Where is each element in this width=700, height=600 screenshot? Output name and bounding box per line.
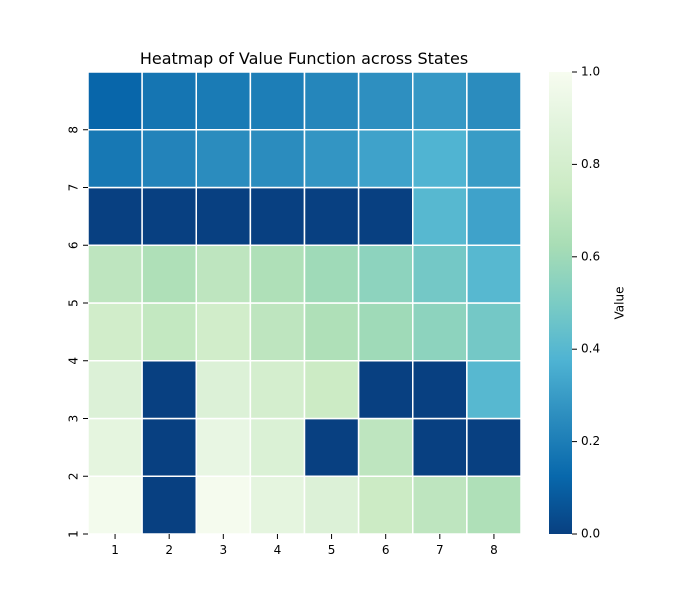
colorbar-tick-label: 0.4 <box>581 342 600 356</box>
heatmap-cell <box>141 71 197 131</box>
heatmap-cell <box>249 302 306 362</box>
y-tick-label: 5 <box>67 299 81 307</box>
heatmap-cell <box>141 475 197 535</box>
y-tick-label: 4 <box>67 357 81 365</box>
heatmap-cell <box>466 71 522 131</box>
heatmap-cell <box>357 417 414 477</box>
heatmap-cell <box>303 244 360 304</box>
heatmap-cell <box>87 475 143 535</box>
heatmap-cell <box>87 71 143 131</box>
heatmap-cell <box>195 417 252 477</box>
heatmap-cell <box>87 129 143 189</box>
heatmap-cell <box>195 360 252 420</box>
y-tick-label: 7 <box>67 184 81 192</box>
y-axis: 1 2 3 4 5 6 7 8 <box>67 126 88 538</box>
heatmap-cell <box>87 244 143 304</box>
heatmap-cell <box>357 475 414 535</box>
heatmap-cell <box>303 71 360 131</box>
x-axis: 1 2 3 4 5 6 7 8 <box>111 534 498 557</box>
colorbar-label: Value <box>613 287 627 320</box>
heatmap-cell <box>87 360 143 420</box>
x-tick-label: 2 <box>165 543 173 557</box>
heatmap-cell <box>195 186 252 246</box>
heatmap-cell <box>303 475 360 535</box>
y-tick-label: 3 <box>67 415 81 423</box>
colorbar-tick-label: 0.8 <box>581 157 600 171</box>
colorbar-tick-label: 1.0 <box>581 65 600 79</box>
heatmap-cell <box>466 360 522 420</box>
heatmap-cell <box>303 302 360 362</box>
heatmap-cell <box>412 475 468 535</box>
heatmap-cell <box>357 244 414 304</box>
heatmap-cell <box>412 129 468 189</box>
heatmap-cell <box>87 302 143 362</box>
heatmap-cell <box>466 244 522 304</box>
colorbar-gradient <box>549 72 572 534</box>
colorbar-tick-label: 0.2 <box>581 434 600 448</box>
colorbar: 0.0 0.2 0.4 0.6 0.8 1.0 Value <box>549 65 627 541</box>
x-tick-label: 8 <box>490 543 498 557</box>
heatmap-cell <box>141 360 197 420</box>
heatmap-cell <box>466 302 522 362</box>
x-tick-label: 1 <box>111 543 119 557</box>
heatmap-cell <box>195 129 252 189</box>
heatmap-cell <box>195 475 252 535</box>
heatmap-cell <box>87 186 143 246</box>
heatmap-cell <box>141 417 197 477</box>
heatmap-cell <box>249 417 306 477</box>
y-tick-label: 2 <box>67 472 81 480</box>
heatmap-cell <box>303 129 360 189</box>
heatmap-cell <box>412 417 468 477</box>
heatmap-cell <box>357 71 414 131</box>
heatmap-cell <box>357 302 414 362</box>
colorbar-tick-label: 0.6 <box>581 249 600 263</box>
heatmap-cell <box>249 244 306 304</box>
y-tick-label: 8 <box>67 126 81 134</box>
heatmap-cells <box>87 71 522 535</box>
x-tick-label: 6 <box>382 543 390 557</box>
heatmap-cell <box>303 360 360 420</box>
heatmap-cell <box>195 244 252 304</box>
heatmap-cell <box>195 71 252 131</box>
x-tick-label: 5 <box>328 543 336 557</box>
heatmap-cell <box>357 360 414 420</box>
heatmap-cell <box>357 129 414 189</box>
heatmap-cell <box>412 244 468 304</box>
x-tick-label: 4 <box>274 543 282 557</box>
heatmap-cell <box>303 417 360 477</box>
heatmap-cell <box>412 71 468 131</box>
heatmap-cell <box>249 360 306 420</box>
heatmap-cell <box>141 186 197 246</box>
heatmap-cell <box>466 475 522 535</box>
y-tick-label: 1 <box>67 530 81 538</box>
heatmap-cell <box>303 186 360 246</box>
heatmap-cell <box>466 129 522 189</box>
heatmap-cell <box>249 129 306 189</box>
heatmap-cell <box>249 186 306 246</box>
y-tick-label: 6 <box>67 241 81 249</box>
heatmap-cell <box>249 71 306 131</box>
heatmap-cell <box>412 186 468 246</box>
chart-title: Heatmap of Value Function across States <box>140 49 468 68</box>
x-tick-label: 3 <box>219 543 227 557</box>
heatmap-cell <box>87 417 143 477</box>
colorbar-tick-label: 0.0 <box>581 527 600 541</box>
heatmap-cell <box>249 475 306 535</box>
heatmap-cell <box>466 186 522 246</box>
heatmap-cell <box>412 302 468 362</box>
heatmap-cell <box>466 417 522 477</box>
heatmap-cell <box>412 360 468 420</box>
x-tick-label: 7 <box>436 543 444 557</box>
heatmap-cell <box>141 129 197 189</box>
heatmap-cell <box>357 186 414 246</box>
heatmap-cell <box>195 302 252 362</box>
heatmap-cell <box>141 302 197 362</box>
heatmap-cell <box>141 244 197 304</box>
